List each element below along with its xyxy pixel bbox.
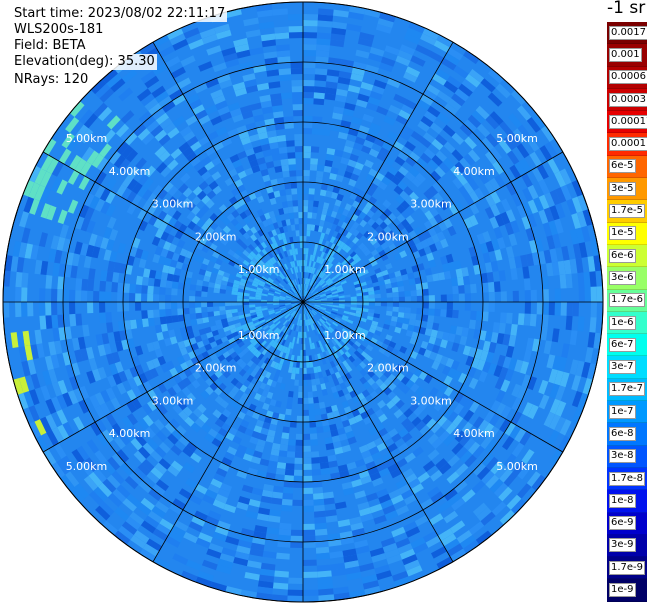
ring-distance-label: 1.00km	[238, 263, 280, 276]
colorbar-level: 0.00017	[607, 111, 647, 134]
ring-distance-label: 2.00km	[367, 231, 409, 244]
colorbar: 0.0017 0.001 0.0006 0.0003 0.00017 0.0001 6e-5…	[607, 22, 647, 602]
ring-distance-label: 4.00km	[453, 165, 495, 178]
colorbar-level: 1.7e-9	[607, 557, 647, 580]
colorbar-level-label: 1.7e-6	[609, 293, 646, 308]
colorbar-level: 1.7e-6	[607, 289, 647, 312]
colorbar-level-label: 0.001	[609, 47, 642, 62]
azimuth-spoke	[302, 301, 454, 562]
colorbar-level-label: 1.7e-9	[609, 560, 646, 575]
colorbar-level-label: 6e-8	[609, 426, 636, 441]
colorbar-level-label: 0.0006	[609, 70, 647, 85]
ring-distance-label: 3.00km	[152, 198, 194, 211]
colorbar-level-label: 0.0017	[609, 25, 647, 40]
colorbar-level-label: 1e-6	[609, 315, 636, 330]
ring-distance-label: 4.00km	[453, 427, 495, 440]
colorbar-level-label: 1e-8	[609, 493, 636, 508]
ring-distance-label: 5.00km	[496, 460, 538, 473]
colorbar-level-label: 3e-6	[609, 270, 636, 285]
ring-distance-label: 4.00km	[109, 427, 151, 440]
colorbar-level: 3e-9	[607, 534, 647, 558]
azimuth-spoke	[42, 301, 304, 453]
colorbar-level: 1.7e-7	[607, 378, 647, 402]
colorbar-units-title: -1 sr	[607, 0, 646, 18]
colorbar-level-label: 6e-6	[609, 248, 636, 263]
colorbar-level-label: 0.00017	[609, 114, 647, 129]
colorbar-level-label: 0.0003	[609, 92, 647, 107]
colorbar-level-label: 6e-9	[609, 516, 636, 531]
colorbar-level: 1.7e-5	[607, 200, 647, 223]
ring-distance-label: 1.00km	[324, 263, 366, 276]
colorbar-level-label: 3e-7	[609, 360, 636, 375]
colorbar-level: 1.7e-8	[607, 467, 647, 491]
colorbar-level: 0.0006	[607, 66, 647, 89]
ring-distance-label: 3.00km	[410, 198, 452, 211]
colorbar-level: 6e-6	[607, 244, 647, 268]
colorbar-level-label: 1.7e-7	[609, 382, 646, 397]
ring-distance-label: 1.00km	[238, 329, 280, 342]
elevation-label: Elevation(deg): 35.30	[12, 54, 157, 70]
colorbar-level: 0.001	[607, 44, 647, 67]
colorbar-level: 3e-7	[607, 356, 647, 379]
colorbar-level: 0.0001	[607, 133, 647, 156]
field-label: Field: BETA	[12, 38, 88, 54]
site-label: WLS200s-181	[12, 22, 106, 38]
colorbar-level-label: 1e-5	[609, 226, 636, 241]
colorbar-level-label: 3e-9	[609, 538, 636, 553]
radar-ppi-plot: 1.00km 1.00km 1.00km 1.00km 2.00km 2.00km 2.00…	[2, 1, 604, 603]
colorbar-level-label: 1.7e-8	[609, 471, 646, 486]
colorbar-level: 1e-6	[607, 311, 647, 335]
start-time-label: Start time: 2023/08/02 22:11:17	[12, 6, 228, 22]
colorbar-level: 0.0003	[607, 88, 647, 112]
azimuth-spoke	[152, 41, 304, 303]
colorbar-level-label: 0.0001	[609, 137, 647, 152]
colorbar-level-label: 1.7e-5	[609, 204, 646, 219]
colorbar-level: 1e-8	[607, 490, 647, 513]
colorbar-level: 1e-9	[607, 579, 647, 602]
azimuth-spoke	[302, 301, 563, 453]
colorbar-level: 1e-5	[607, 222, 647, 245]
nrays-label: NRays: 120	[12, 72, 91, 88]
ring-distance-label: 3.00km	[152, 394, 194, 407]
colorbar-level-label: 3e-5	[609, 181, 636, 196]
azimuth-spoke	[302, 41, 454, 303]
ring-distance-label: 5.00km	[66, 132, 108, 145]
colorbar-level: 3e-8	[607, 445, 647, 468]
ring-distance-label: 4.00km	[109, 165, 151, 178]
colorbar-level: 0.0017	[607, 22, 647, 45]
azimuth-spoke	[42, 151, 304, 303]
range-ring-grid	[2, 1, 604, 603]
colorbar-level: 6e-5	[607, 155, 647, 179]
ring-distance-label: 5.00km	[66, 460, 108, 473]
ring-distance-label: 5.00km	[496, 132, 538, 145]
colorbar-level-label: 6e-7	[609, 337, 636, 352]
azimuth-spoke	[302, 151, 563, 303]
colorbar-level-label: 3e-8	[609, 449, 636, 464]
ring-distance-label: 2.00km	[195, 362, 237, 375]
colorbar-level: 3e-5	[607, 178, 647, 201]
ring-distance-label: 2.00km	[195, 231, 237, 244]
ring-distance-label: 1.00km	[324, 329, 366, 342]
range-ring-labels: 1.00km 1.00km 1.00km 1.00km 2.00km 2.00km 2.00…	[66, 132, 538, 473]
colorbar-level: 3e-6	[607, 267, 647, 290]
colorbar-level-label: 6e-5	[609, 159, 636, 174]
colorbar-level: 6e-7	[607, 334, 647, 357]
colorbar-level: 6e-8	[607, 423, 647, 446]
azimuth-spoke	[152, 301, 304, 562]
colorbar-level-label: 1e-7	[609, 404, 636, 419]
colorbar-level-label: 1e-9	[609, 583, 636, 598]
colorbar-level: 1e-7	[607, 401, 647, 424]
colorbar-level: 6e-9	[607, 512, 647, 535]
ring-distance-label: 3.00km	[410, 394, 452, 407]
ring-distance-label: 2.00km	[367, 362, 409, 375]
